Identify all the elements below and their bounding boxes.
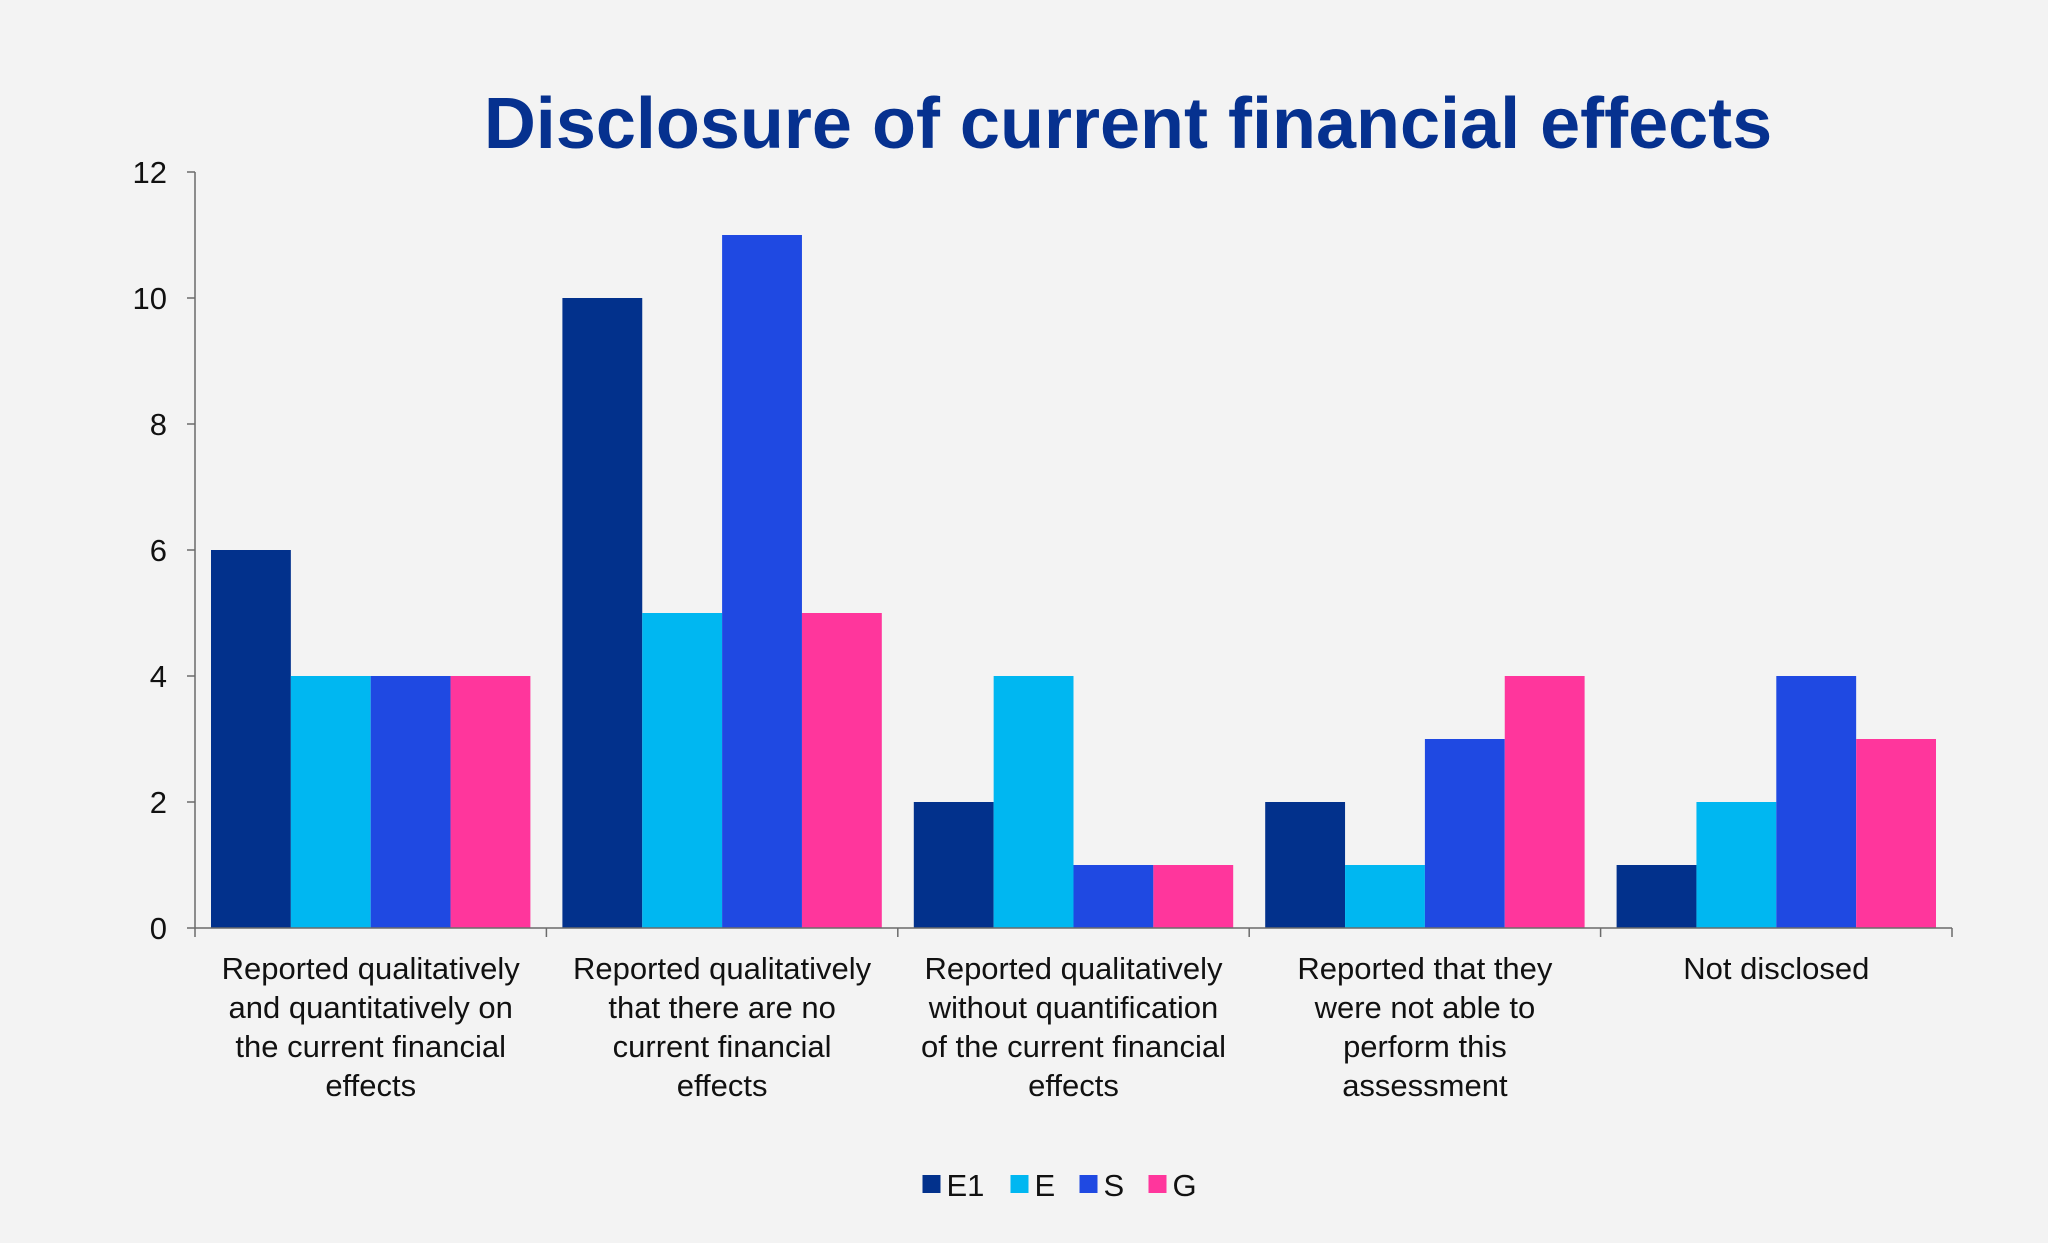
legend-swatch-g [1148, 1175, 1167, 1193]
bar-s [370, 676, 451, 928]
category-label: Reported qualitatively that there are no c… [573, 951, 872, 1103]
bar-e [1696, 802, 1777, 928]
legend-label-e1: E1 [947, 1168, 985, 1203]
y-axis-ticks: 0 2 4 6 8 10 12 [133, 155, 195, 946]
bar-e1 [1265, 802, 1346, 928]
bar-s [1776, 676, 1857, 928]
bars [211, 235, 1936, 928]
category-label: Not disclosed [1683, 951, 1869, 986]
bar-e1 [562, 298, 643, 928]
bar-e1 [913, 802, 994, 928]
category-label: Reported qualitatively without quantifica… [921, 951, 1226, 1103]
y-tick-label: 4 [150, 659, 167, 694]
chart-title: Disclosure of current financial effects [484, 84, 1772, 164]
axes [194, 172, 1953, 937]
legend: E1 E S G [922, 1168, 1197, 1203]
bar-e1 [1616, 865, 1697, 928]
legend-label-s: S [1104, 1168, 1125, 1203]
category-label: Reported that they were not able to perfor… [1297, 951, 1553, 1103]
bar-e [642, 613, 723, 928]
bar-e [1345, 865, 1425, 928]
y-tick-label: 10 [133, 281, 167, 316]
y-tick-label: 12 [133, 155, 167, 190]
bar-g [1504, 676, 1585, 928]
bar-g [801, 613, 882, 928]
y-tick-label: 6 [150, 533, 167, 568]
bar-g [1153, 865, 1234, 928]
y-tick-label: 2 [150, 785, 167, 820]
bar-s [722, 235, 802, 928]
bar-s [1424, 739, 1505, 928]
legend-swatch-e [1010, 1175, 1029, 1193]
bar-s [1073, 865, 1154, 928]
bar-g [450, 676, 531, 928]
category-label: Reported qualitatively and quantitatively… [222, 951, 521, 1103]
y-tick-label: 0 [150, 911, 167, 946]
category-labels: Reported qualitatively and quantitatively… [222, 951, 1870, 1103]
legend-label-g: G [1173, 1168, 1197, 1203]
bar-g [1856, 739, 1936, 928]
legend-label-e: E [1035, 1168, 1056, 1203]
bar-e1 [211, 550, 291, 928]
y-tick-label: 8 [150, 407, 167, 442]
bar-e [993, 676, 1074, 928]
legend-swatch-e1 [922, 1175, 941, 1193]
legend-swatch-s [1079, 1175, 1098, 1193]
bar-e [290, 676, 371, 928]
